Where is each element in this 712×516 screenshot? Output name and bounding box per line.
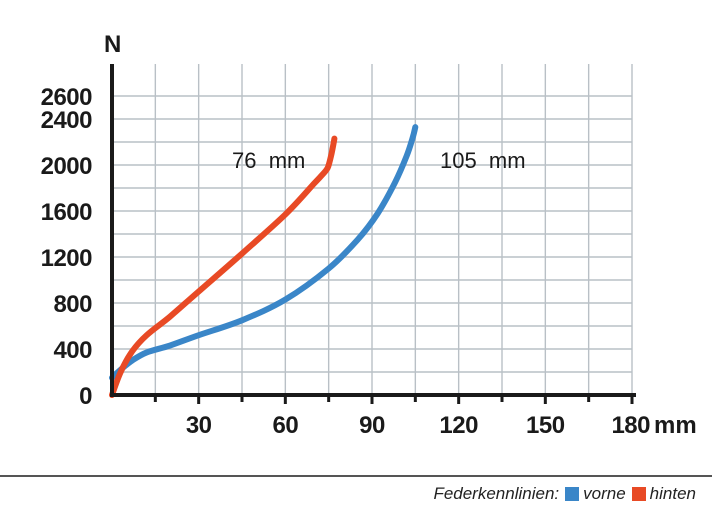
y-axis-label: N — [104, 31, 121, 58]
y-tick-label-1600: 1600 — [41, 199, 93, 226]
legend-title: Federkennlinien: — [433, 484, 560, 503]
legend-label-hinten: hinten — [649, 484, 696, 503]
y-tick-label-400: 400 — [53, 337, 92, 364]
legend-label-vorne: vorne — [583, 484, 626, 503]
y-tick-label-1200: 1200 — [41, 245, 93, 272]
series-label-vorne: 105 mm — [440, 148, 526, 173]
axes — [110, 64, 636, 404]
y-tick-label-0: 0 — [79, 383, 92, 410]
x-tick-label-120: 120 — [439, 412, 478, 439]
series-lines — [109, 124, 419, 398]
divider-line — [0, 475, 712, 477]
x-tick-label-30: 30 — [186, 412, 212, 439]
x-axis-label: mm — [654, 412, 697, 439]
y-tick-label-800: 800 — [53, 291, 92, 318]
y-tick-label-2400: 2400 — [41, 107, 93, 134]
x-tick-labels: 30 60 90 120 150 180 — [186, 412, 651, 439]
series-line-hinten — [109, 135, 338, 398]
series-line-vorne — [109, 124, 419, 381]
y-tick-label-2000: 2000 — [41, 153, 93, 180]
x-tick-label-90: 90 — [359, 412, 385, 439]
series-label-hinten: 76 mm — [232, 148, 305, 173]
legend: Federkennlinien: vorne hinten — [433, 484, 696, 504]
vertical-gridlines — [154, 64, 633, 395]
horizontal-gridlines — [112, 95, 632, 373]
y-tick-label-2600: 2600 — [41, 84, 93, 111]
legend-swatch-vorne — [565, 487, 580, 501]
x-tick-label-60: 60 — [272, 412, 298, 439]
legend-swatch-hinten — [631, 487, 646, 501]
x-tick-label-180: 180 — [611, 412, 650, 439]
x-tick-label-150: 150 — [526, 412, 565, 439]
